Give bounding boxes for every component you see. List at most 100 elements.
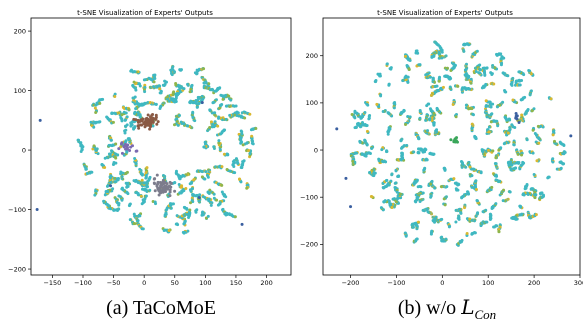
x-tick-label: 300 <box>574 279 583 287</box>
panel-b-frame <box>322 17 581 276</box>
scatter-point <box>195 208 199 212</box>
scatter-point <box>182 122 186 126</box>
scatter-point <box>220 183 224 187</box>
scatter-point <box>211 88 215 92</box>
scatter-point <box>222 152 226 156</box>
scatter-point <box>175 214 179 218</box>
scatter-point <box>509 167 513 171</box>
scatter-point <box>92 144 96 148</box>
cluster-point <box>138 119 142 123</box>
scatter-point <box>442 197 446 201</box>
scatter-point <box>254 127 258 130</box>
scatter-point <box>224 195 228 199</box>
scatter-point <box>350 113 354 117</box>
scatter-point <box>386 132 390 136</box>
outlier-point <box>200 100 204 104</box>
scatter-point <box>143 90 147 94</box>
scatter-point <box>229 98 233 102</box>
scatter-point <box>92 125 96 129</box>
cluster-point <box>515 114 519 118</box>
scatter-point <box>79 149 83 153</box>
scatter-point <box>225 167 229 171</box>
outlier-point <box>197 196 201 200</box>
outlier-point <box>38 118 42 122</box>
outlier-point <box>35 208 39 212</box>
scatter-point <box>241 143 245 147</box>
scatter-point <box>220 165 224 169</box>
scatter-point <box>110 111 114 115</box>
scatter-point <box>394 181 398 185</box>
scatter-point <box>395 197 399 201</box>
scatter-point <box>400 151 404 155</box>
scatter-point <box>451 62 455 66</box>
scatter-point <box>137 193 141 197</box>
scatter-point <box>421 148 425 152</box>
scatter-point <box>511 98 515 102</box>
scatter-point <box>171 65 175 69</box>
scatter-point <box>188 90 192 94</box>
scatter-point <box>495 224 499 228</box>
scatter-point <box>464 165 468 169</box>
panel-b-title: t-SNE Visualization of Experts' Outputs <box>377 9 513 17</box>
cluster-point <box>125 145 129 149</box>
scatter-point <box>191 200 195 204</box>
outlier-point <box>109 184 113 188</box>
scatter-point <box>443 166 447 170</box>
scatter-point <box>129 124 133 128</box>
scatter-point <box>465 232 469 236</box>
scatter-point <box>534 193 538 197</box>
scatter-point <box>142 78 146 82</box>
scatter-point <box>221 97 225 101</box>
scatter-point <box>232 113 236 117</box>
scatter-point <box>134 88 138 92</box>
y-tick-label: 200 <box>306 52 318 60</box>
cluster-point <box>169 182 173 186</box>
cluster-point <box>130 144 134 148</box>
scatter-point <box>487 148 490 152</box>
scatter-point <box>367 117 371 121</box>
cluster-point <box>149 117 153 121</box>
panel-a-ticks: −150 −100 −50 0 50 100 150 200 −200 −100 0 100 200 <box>8 27 273 287</box>
scatter-point <box>152 80 156 84</box>
scatter-point <box>171 93 175 97</box>
scatter-point <box>174 82 178 86</box>
scatter-point <box>471 113 475 117</box>
x-tick-label: 50 <box>171 279 179 287</box>
scatter-point <box>492 82 496 86</box>
scatter-point <box>491 102 495 106</box>
scatter-point <box>354 125 358 129</box>
panel-b-caption-subscript: Con <box>474 307 496 322</box>
scatter-point <box>474 188 478 191</box>
cluster-point <box>173 189 177 193</box>
cluster-point <box>152 117 156 121</box>
scatter-point <box>217 115 221 119</box>
scatter-point <box>120 113 124 117</box>
scatter-point <box>144 171 148 175</box>
scatter-point <box>136 180 140 184</box>
scatter-point <box>491 149 495 153</box>
scatter-point <box>123 131 127 135</box>
scatter-point <box>441 238 445 242</box>
scatter-point <box>562 144 566 148</box>
scatter-point <box>94 111 98 114</box>
scatter-point <box>174 94 178 98</box>
scatter-point <box>435 84 439 88</box>
cluster-point <box>135 149 139 153</box>
cluster-point <box>156 186 160 190</box>
scatter-point <box>117 203 121 207</box>
scatter-point <box>245 186 249 190</box>
scatter-point <box>202 81 206 85</box>
scatter-point <box>402 108 406 112</box>
x-tick-label: −100 <box>74 279 92 287</box>
scatter-point <box>391 197 395 201</box>
scatter-point <box>483 73 487 77</box>
outlier-point <box>569 134 573 138</box>
scatter-point <box>394 169 398 173</box>
scatter-point <box>145 166 149 170</box>
scatter-point <box>467 107 471 111</box>
scatter-point <box>161 174 165 177</box>
scatter-point <box>429 182 433 186</box>
scatter-point <box>412 150 416 154</box>
scatter-point <box>411 225 415 229</box>
scatter-point <box>151 124 155 128</box>
